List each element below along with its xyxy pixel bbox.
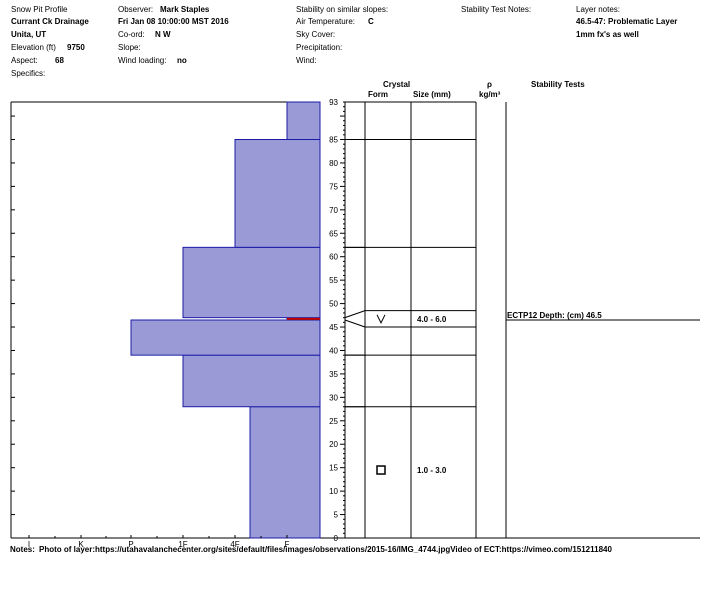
elevation-label: Elevation (ft) [11, 43, 56, 52]
observer-label: Observer: [118, 5, 154, 14]
location: Currant Ck Drainage [11, 17, 89, 26]
x-tick-label: 1F [178, 540, 187, 549]
layer-notes-line-2: 1mm fx's as well [576, 30, 639, 39]
x-tick-label: F [285, 540, 290, 549]
rho-header: ρ [487, 80, 492, 89]
height-tick-label: 10 [329, 487, 338, 496]
crystal-form-faceted [376, 465, 386, 475]
observation-datetime: Fri Jan 08 10:00:00 MST 2016 [118, 17, 229, 26]
sky-cover-label: Sky Cover: [296, 30, 336, 39]
height-tick-label: 60 [329, 253, 338, 262]
height-tick-label: 75 [329, 182, 338, 191]
height-tick-label: 93 [329, 98, 338, 107]
height-tick-label: 35 [329, 370, 338, 379]
height-tick-label: 15 [329, 464, 338, 473]
size-header: Size (mm) [413, 90, 451, 99]
stability-tests-header: Stability Tests [531, 80, 585, 89]
x-tick-label: K [78, 540, 84, 549]
observer-value: Mark Staples [160, 5, 210, 14]
layer-boundary-connector [344, 319, 366, 328]
elevation-value: 9750 [67, 43, 85, 52]
height-tick-label: 40 [329, 346, 338, 355]
crystal-size-label: 1.0 - 3.0 [417, 466, 447, 475]
height-tick-label: 25 [329, 417, 338, 426]
crystal-form-depth-hoar [376, 314, 386, 324]
coord-value: N W [155, 30, 171, 39]
x-tick-label: 4F [230, 540, 239, 549]
height-tick-label: 30 [329, 393, 338, 402]
hardness-layer [130, 319, 321, 356]
crystal-size-label: 4.0 - 6.0 [417, 315, 447, 324]
layer-boundary-connector [344, 310, 366, 319]
layer-notes-line-1: 46.5-47: Problematic Layer [576, 17, 678, 26]
crystal-header: Crystal [383, 80, 411, 89]
x-tick-label: P [128, 540, 133, 549]
hardness-layer [182, 354, 321, 408]
height-tick-label: 45 [329, 323, 338, 332]
height-tick-label: 70 [329, 206, 338, 215]
height-tick-label: 65 [329, 229, 338, 238]
height-tick-label: 20 [329, 440, 338, 449]
density-unit-header: kg/m³ [479, 90, 501, 99]
stability-test-label: ECTP12 Depth: (cm) 46.5 [507, 311, 602, 320]
air-temp-value: C [368, 17, 374, 26]
height-tick-label: 80 [329, 159, 338, 168]
height-tick-label: 55 [329, 276, 338, 285]
aspect-value: 68 [55, 56, 64, 65]
stability-test-notes-label: Stability Test Notes: [461, 5, 532, 14]
hardness-layer [182, 246, 321, 319]
precipitation-label: Precipitation: [296, 43, 343, 52]
region: Unita, UT [11, 30, 47, 39]
hardness-layer [249, 406, 321, 539]
x-tick-label: I [28, 540, 30, 549]
stability-similar-label: Stability on similar slopes: [296, 5, 389, 14]
form-header: Form [368, 90, 388, 99]
notes-label: Notes: [10, 545, 35, 554]
wind-loading-label: Wind loading: [118, 56, 167, 65]
height-tick-label: 0 [334, 534, 339, 543]
wind-label: Wind: [296, 56, 317, 65]
wind-loading-value: no [177, 56, 187, 65]
hardness-layer [286, 101, 321, 141]
height-tick-label: 5 [334, 511, 339, 520]
page-title: Snow Pit Profile [11, 5, 68, 14]
layer-notes-label: Layer notes: [576, 5, 621, 14]
coord-label: Co-ord: [118, 30, 145, 39]
specifics-label: Specifics: [11, 69, 46, 78]
height-tick-label: 85 [329, 136, 338, 145]
height-tick-label: 50 [329, 300, 338, 309]
hardness-layer [234, 139, 321, 248]
air-temp-label: Air Temperature: [296, 17, 355, 26]
aspect-label: Aspect: [11, 56, 38, 65]
notes-text: Photo of layer:https://utahavalanchecent… [39, 545, 612, 554]
slope-label: Slope: [118, 43, 141, 52]
